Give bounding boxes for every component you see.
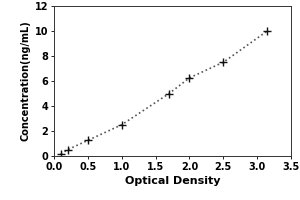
X-axis label: Optical Density: Optical Density — [125, 176, 220, 186]
Y-axis label: Concentration(ng/mL): Concentration(ng/mL) — [21, 21, 31, 141]
Point — [167, 92, 172, 95]
Point — [65, 148, 70, 151]
Point — [119, 123, 124, 126]
Point — [265, 29, 270, 33]
Point — [58, 152, 63, 156]
Point — [221, 61, 226, 64]
Point — [187, 76, 192, 79]
Point — [85, 139, 90, 142]
